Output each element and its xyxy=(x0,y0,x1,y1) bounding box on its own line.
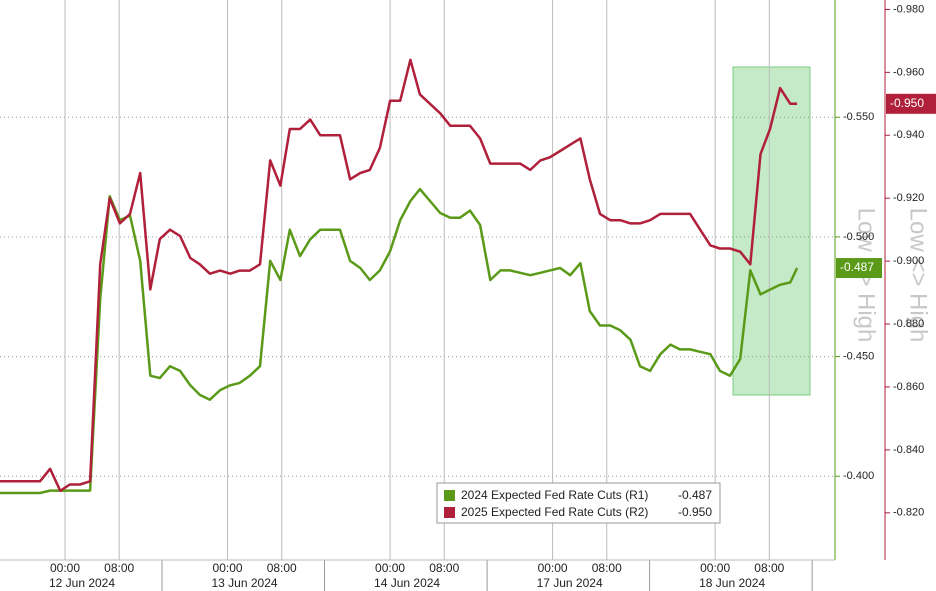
last-value-tag xyxy=(886,93,936,114)
x-tick-label: 08:00 xyxy=(754,561,784,575)
y2-tick-label: -0.900 xyxy=(893,255,924,267)
y2-tick-label: -0.980 xyxy=(893,3,924,15)
y2-tick-label: -0.880 xyxy=(893,318,924,330)
x-tick-label: 00:00 xyxy=(213,561,243,575)
x-day-label: 17 Jun 2024 xyxy=(537,576,603,590)
x-day-label: 18 Jun 2024 xyxy=(699,576,765,590)
y2-tick-label: -0.960 xyxy=(893,66,924,78)
x-tick-label: 08:00 xyxy=(592,561,622,575)
y2-tick-label: -0.940 xyxy=(893,129,924,141)
y2-tick-label: -0.820 xyxy=(893,507,924,519)
legend-box xyxy=(436,482,721,524)
x-tick-label: 00:00 xyxy=(538,561,568,575)
y2-tick-label: -0.920 xyxy=(893,192,924,204)
last-value-label: -0.950 xyxy=(890,96,924,110)
y-tick-label: -0.550 xyxy=(843,111,874,123)
legend-value: -0.487 xyxy=(678,488,712,502)
series-line xyxy=(0,187,799,495)
legend-label: 2024 Expected Fed Rate Cuts (R1) xyxy=(461,488,648,502)
y-tick-label: -0.450 xyxy=(843,350,874,362)
last-value-tag xyxy=(836,258,882,279)
y2-tick-label: -0.840 xyxy=(893,444,924,456)
legend-swatch xyxy=(444,490,455,501)
x-tick-label: 00:00 xyxy=(700,561,730,575)
x-tick-label: 08:00 xyxy=(267,561,297,575)
y2-axis-title: Low <> High xyxy=(905,208,932,343)
x-day-label: 14 Jun 2024 xyxy=(374,576,440,590)
x-tick-label: 00:00 xyxy=(50,561,80,575)
last-value-label: -0.487 xyxy=(840,260,874,274)
highlight-box xyxy=(732,66,811,396)
y2-tick-label: -0.860 xyxy=(893,381,924,393)
x-tick-label: 08:00 xyxy=(104,561,134,575)
legend: 2024 Expected Fed Rate Cuts (R1) -0.487 … xyxy=(436,482,721,524)
legend-label: 2025 Expected Fed Rate Cuts (R2) xyxy=(461,505,648,519)
x-tick-label: 00:00 xyxy=(375,561,405,575)
series-line xyxy=(0,58,798,493)
legend-value: -0.950 xyxy=(678,505,712,519)
x-day-label: 12 Jun 2024 xyxy=(49,576,115,590)
x-tick-label: 08:00 xyxy=(429,561,459,575)
y-tick-label: -0.400 xyxy=(843,470,874,482)
x-day-label: 13 Jun 2024 xyxy=(212,576,278,590)
legend-swatch xyxy=(444,507,455,518)
y-tick-label: -0.500 xyxy=(843,231,874,243)
